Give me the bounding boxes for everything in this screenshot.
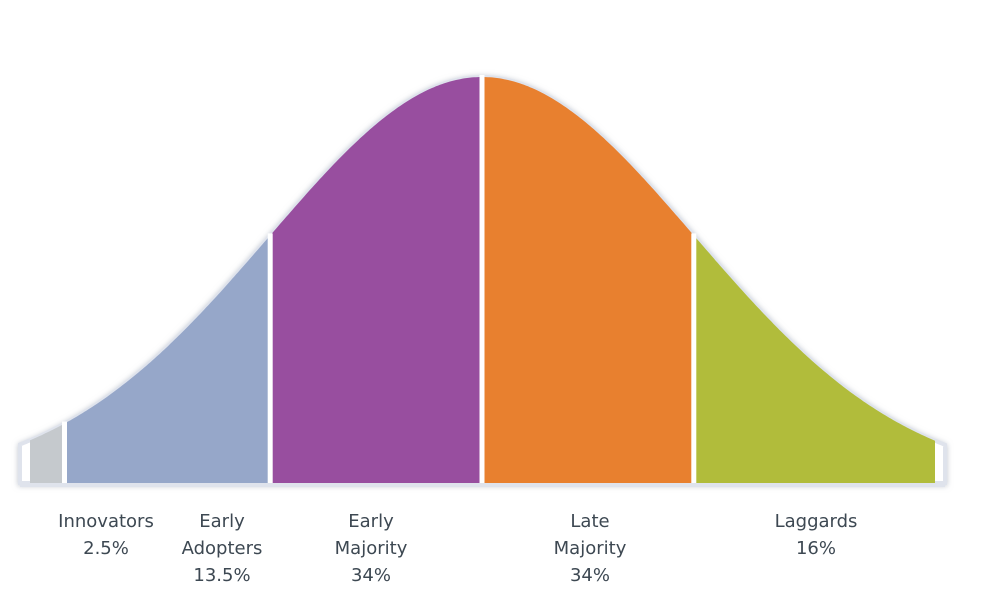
- segment-early-adopters: [64, 235, 271, 483]
- segment-label-line: 16%: [796, 538, 836, 559]
- segment-label-line: 2.5%: [83, 538, 129, 559]
- segment-label-early-adopters: Early Adopters 13.5%: [182, 511, 263, 586]
- dividers-layer: [62, 75, 697, 483]
- segment-label-line: 34%: [570, 565, 610, 586]
- segment-label-line: Late: [570, 511, 609, 532]
- segment-label-innovators: Innovators 2.5%: [58, 511, 154, 559]
- curve-baseline: [20, 483, 945, 487]
- segment-label-line: Early: [199, 511, 245, 532]
- segment-label-line: Adopters: [182, 538, 263, 559]
- segment-innovators: [30, 423, 65, 483]
- segment-early-majority: [270, 77, 482, 483]
- segments-layer: [30, 77, 935, 483]
- segment-label-line: Early: [348, 511, 394, 532]
- segment-label-line: 34%: [351, 565, 391, 586]
- segment-label-late-majority: Late Majority 34%: [554, 511, 627, 586]
- segment-label-line: Innovators: [58, 511, 154, 532]
- segment-label-line: Laggards: [775, 511, 858, 532]
- labels-layer: Innovators 2.5% Early Adopters 13.5% Early Maj…: [58, 511, 857, 586]
- segment-label-early-majority: Early Majority 34%: [335, 511, 408, 586]
- segment-late-majority: [482, 77, 694, 483]
- segment-label-line: 13.5%: [193, 565, 250, 586]
- segment-label-line: Majority: [554, 538, 627, 559]
- segment-laggards: [693, 235, 935, 483]
- segment-label-line: Majority: [335, 538, 408, 559]
- segment-label-laggards: Laggards 16%: [775, 511, 858, 559]
